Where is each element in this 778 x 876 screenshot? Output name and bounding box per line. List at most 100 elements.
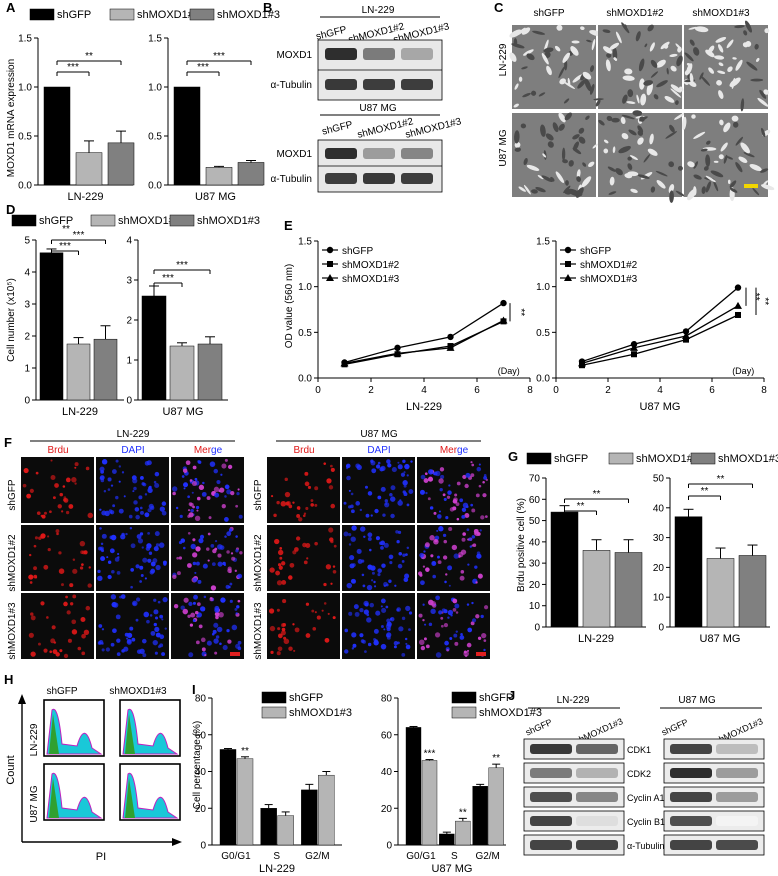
f-ln229-image-nucleus xyxy=(159,634,165,640)
i-u87-bar xyxy=(405,727,422,846)
f-ln229-image-nucleus xyxy=(230,552,234,555)
c-micrograph-cell xyxy=(526,164,540,171)
f-ln229-image-nucleus xyxy=(164,627,167,630)
f-u87-image-nucleus xyxy=(461,537,466,542)
f-ln229-image-nucleus xyxy=(215,635,220,639)
c-micrograph-cell xyxy=(540,124,546,137)
f-u87-image-nucleus xyxy=(380,598,386,604)
f-ln229-image-nucleus xyxy=(222,645,228,651)
f-ln229-image-nucleus xyxy=(143,611,150,618)
f-u87-image-nucleus xyxy=(408,611,413,615)
f-ln229-image-nucleus xyxy=(110,642,115,647)
legend-g-label: shMOXD1#2 xyxy=(636,453,699,465)
a-u87-bar xyxy=(173,86,201,186)
f-ln229-image-nucleus xyxy=(201,491,207,497)
f-u87-image-nucleus xyxy=(454,603,460,609)
b-band xyxy=(401,148,433,159)
f-u87-image-nucleus xyxy=(348,505,352,509)
f-u87-image-nucleus xyxy=(298,517,303,522)
f-ln229-image-nucleus xyxy=(161,501,167,506)
c-micrograph-cell xyxy=(545,133,554,141)
f-ln229-image-nucleus xyxy=(65,477,71,483)
c-micrograph-cell xyxy=(532,30,546,35)
panel-label-f: F xyxy=(4,435,12,450)
h-y-arrowhead xyxy=(18,694,26,704)
f-u87-image-nucleus xyxy=(332,616,336,620)
f-ln229-image-nucleus xyxy=(74,482,77,485)
f-u87-image-nucleus xyxy=(442,555,448,560)
f-u87-image-nucleus xyxy=(468,537,473,542)
f-ln229-image-nucleus xyxy=(153,598,157,602)
f-u87-image-nucleus xyxy=(383,542,389,548)
f-ln229-image-nucleus xyxy=(137,538,144,544)
c-micrograph-cell xyxy=(522,92,531,98)
c-micrograph-cell xyxy=(650,59,658,68)
f-u87-image-nucleus xyxy=(284,477,288,482)
f-ln229-image-nucleus xyxy=(161,652,166,656)
f-ln229-image-nucleus xyxy=(130,585,133,589)
f-u87-image-nucleus xyxy=(371,468,377,474)
f-ln229-image-nucleus xyxy=(110,484,114,487)
f-u87-image-nucleus xyxy=(312,627,317,631)
c-micrograph-cell xyxy=(761,127,766,138)
f-ln229-image-nucleus xyxy=(196,496,201,501)
b-band xyxy=(363,173,395,184)
f-u87-image-nucleus xyxy=(404,573,410,579)
g-ln229-tick-label: 20 xyxy=(529,580,541,591)
e-u87-point xyxy=(734,284,742,291)
panel-label-g: G xyxy=(508,449,519,464)
e-ln229-tick-label: 0.5 xyxy=(298,328,312,339)
e-ln229-sig: ** xyxy=(515,308,526,316)
f-ln229-image xyxy=(21,593,94,659)
f-u87-image xyxy=(417,457,490,523)
j-lane-label: shGFP xyxy=(524,717,554,738)
f-u87-col-label: Brdu xyxy=(293,445,314,456)
a-u87-tick-label: 1.0 xyxy=(148,83,162,94)
f-u87-image-nucleus xyxy=(439,467,445,472)
c-micrograph-cell xyxy=(729,187,738,193)
panel-label-c: C xyxy=(494,0,504,15)
f-u87-image-nucleus xyxy=(270,494,274,498)
c-micrograph-cell xyxy=(689,39,695,46)
f-ln229-image-nucleus xyxy=(217,553,222,558)
f-ln229-image-nucleus xyxy=(80,616,86,622)
f-ln229-row-label: shMOXD1#2 xyxy=(7,534,18,592)
f-u87-image-nucleus xyxy=(393,640,399,646)
f-ln229-image xyxy=(21,525,94,591)
f-ln229-image-nucleus xyxy=(142,653,147,658)
f-ln229-image-nucleus xyxy=(153,480,157,484)
f-ln229-image-nucleus xyxy=(210,543,215,548)
f-ln229-image-nucleus xyxy=(140,510,144,515)
legend-a-swatch xyxy=(189,8,215,21)
f-ln229-image-nucleus xyxy=(132,478,138,484)
f-ln229-image-nucleus xyxy=(98,624,103,628)
i-u87-bar xyxy=(455,820,471,846)
j-band xyxy=(670,792,712,802)
c-micrograph-cell xyxy=(759,89,767,99)
f-u87-image-nucleus xyxy=(483,639,487,642)
c-micrograph-cell xyxy=(669,124,675,133)
f-ln229-image-nucleus xyxy=(219,545,225,551)
b-band xyxy=(325,148,357,159)
f-u87-image-nucleus xyxy=(474,565,478,569)
f-ln229-image-nucleus xyxy=(63,498,67,502)
f-u87-image-nucleus xyxy=(353,604,359,610)
c-micrograph-cell xyxy=(749,163,762,171)
f-u87-image-nucleus xyxy=(401,616,406,621)
g-u87-bar xyxy=(738,555,767,628)
i-ln229-bar xyxy=(219,749,237,846)
g-ln229-tick-label: 0 xyxy=(534,623,540,634)
b-band xyxy=(401,173,433,184)
panel-label-i: I xyxy=(192,682,196,697)
j-ln229-header: LN-229 xyxy=(557,695,590,706)
f-ln229-image-nucleus xyxy=(183,597,189,603)
c-micrograph-cell xyxy=(585,115,590,120)
legend-a-swatch xyxy=(109,8,135,21)
e-ln229-legend-label: shMOXD1#2 xyxy=(342,260,400,271)
f-u87-image-nucleus xyxy=(359,508,363,512)
i-ln229-bar xyxy=(236,758,254,846)
legend-i2-swatch xyxy=(451,691,477,704)
g-u87-tick-label: 0 xyxy=(658,623,664,634)
